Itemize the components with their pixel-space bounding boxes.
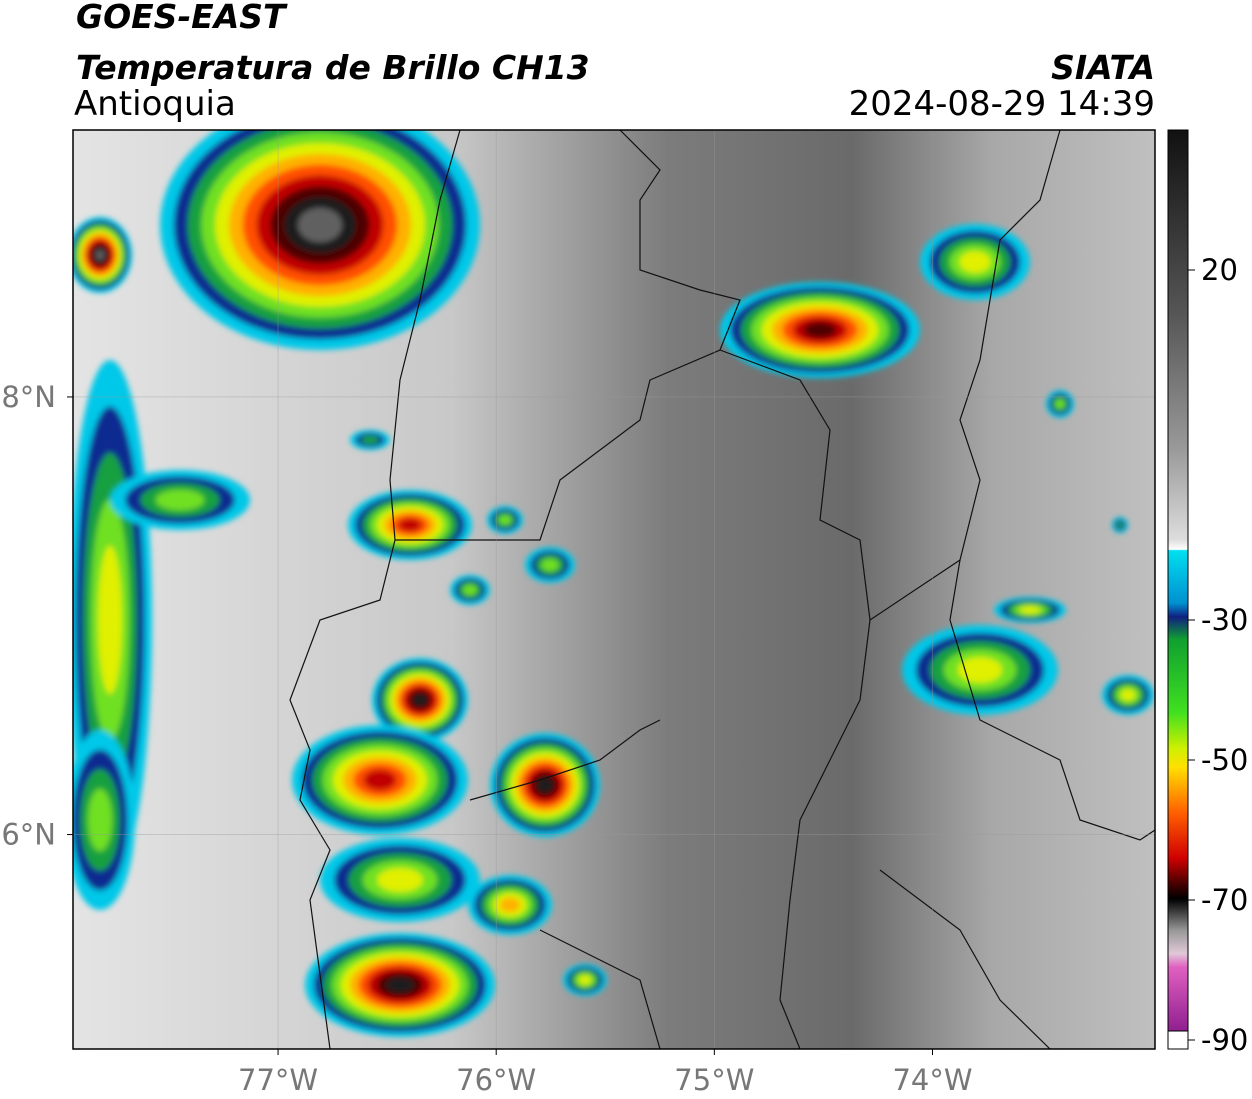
cloud-band xyxy=(1120,689,1136,701)
colorbar-tick-label: -30 xyxy=(1201,603,1248,637)
cloud-band xyxy=(412,693,428,707)
cloud-band xyxy=(1116,521,1124,529)
x-tick-label: 77°W xyxy=(238,1063,318,1097)
colorbar-tick-label: -70 xyxy=(1201,883,1248,917)
colorbar-extension xyxy=(1167,1030,1189,1050)
y-tick-label: 8°N xyxy=(1,380,56,414)
colorbar-tick-label: -90 xyxy=(1201,1023,1248,1057)
cloud-band xyxy=(957,657,1003,683)
datetime: 2024-08-29 14:39 xyxy=(849,84,1155,124)
region: Antioquia xyxy=(74,84,236,124)
borders xyxy=(289,130,1155,1049)
x-tick-label: 75°W xyxy=(674,1063,754,1097)
colorbar-tick-label: -50 xyxy=(1201,743,1248,777)
cloud-band xyxy=(1019,606,1041,614)
subtitle: Temperatura de Brillo CH13 xyxy=(76,48,590,87)
cloud-band xyxy=(377,868,423,892)
cloud-band xyxy=(95,249,105,261)
cloud-band xyxy=(463,584,477,596)
colorbar xyxy=(1168,130,1188,1040)
cloud-band xyxy=(361,435,379,445)
colorbar-frame xyxy=(1167,129,1189,1050)
graticule xyxy=(73,130,1155,1049)
colorbar-tick-label: 20 xyxy=(1201,253,1238,287)
map-frame xyxy=(72,129,1156,1050)
cloud-band xyxy=(398,518,422,532)
cloud-band xyxy=(499,897,521,913)
x-tick-label: 76°W xyxy=(456,1063,536,1097)
cloud-band xyxy=(98,545,122,695)
cloud-band xyxy=(541,558,559,572)
y-tick-label: 6°N xyxy=(1,818,56,852)
cloud-band xyxy=(363,769,397,791)
axes: 77°W 76°W 75°W 74°W 8°N 6°N 20 -30 -50 -70 -90 xyxy=(1,253,1248,1097)
cloud-band xyxy=(1055,399,1065,409)
map xyxy=(73,130,1155,1049)
cloud-band xyxy=(803,322,837,338)
cloud-band xyxy=(959,251,991,273)
cloud-band xyxy=(536,777,554,793)
cloud-band xyxy=(578,975,592,985)
x-tick-label: 74°W xyxy=(892,1063,972,1097)
cloud-band xyxy=(297,207,343,243)
cloud-tops xyxy=(73,130,1154,1037)
cloud-band xyxy=(87,788,113,852)
cloud-band xyxy=(385,977,415,993)
source: SIATA xyxy=(1051,48,1155,87)
cloud-band xyxy=(155,489,205,511)
title: GOES-EAST xyxy=(76,0,288,36)
cloud-band xyxy=(498,515,512,525)
